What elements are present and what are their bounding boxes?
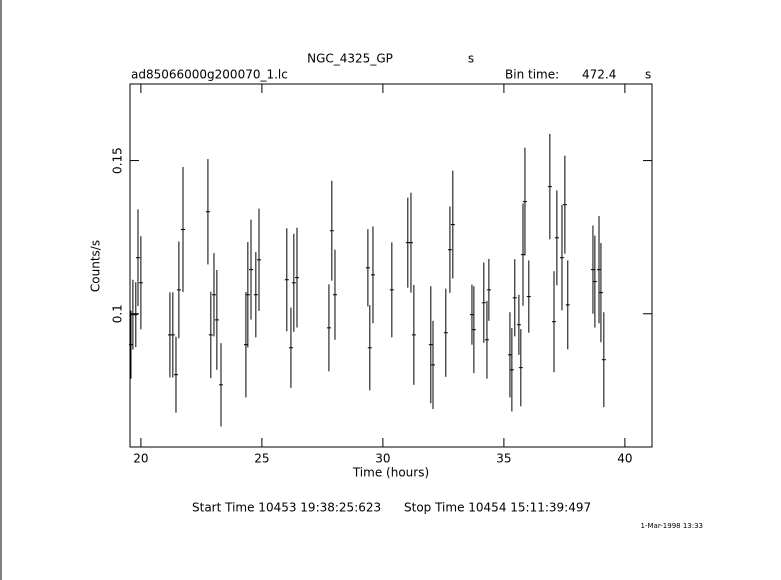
x-axis-label: Time (hours) — [352, 466, 429, 480]
bin-value: 472.4 — [582, 68, 616, 82]
stop-time: Stop Time 10454 15:11:39:497 — [404, 501, 591, 515]
y-axis-label: Counts/s — [89, 240, 103, 292]
file-name: ad85066000g200070_1.lc — [131, 68, 288, 82]
x-tick-label: 35 — [496, 452, 511, 466]
target-unit: s — [468, 52, 474, 66]
x-tick-label: 20 — [133, 452, 148, 466]
x-tick-label: 25 — [254, 452, 269, 466]
plot-frame — [129, 83, 653, 448]
x-tick-label: 30 — [375, 452, 390, 466]
bin-label: Bin time: — [505, 68, 559, 82]
target-name: NGC_4325_GP — [307, 52, 393, 66]
y-tick-label: 0.15 — [111, 147, 125, 174]
y-tick-label: 0.1 — [111, 304, 125, 323]
bin-unit: s — [645, 68, 651, 82]
start-time: Start Time 10453 19:38:25:623 — [192, 501, 381, 515]
x-tick-label: 40 — [617, 452, 632, 466]
timestamp: 1-Mar-1998 13:33 — [641, 522, 703, 530]
